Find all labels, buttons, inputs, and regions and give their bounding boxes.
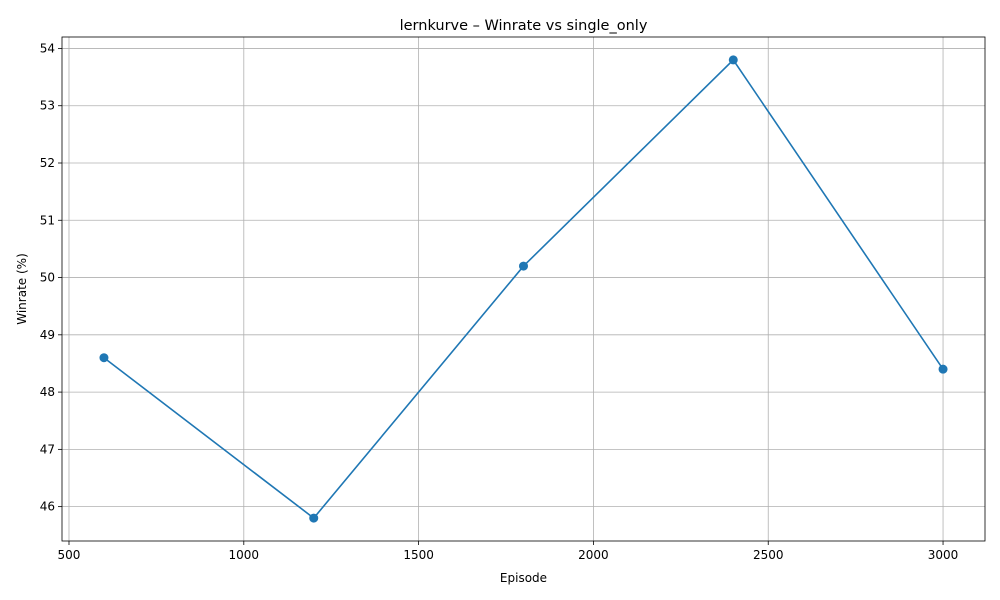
x-tick-label: 3000 — [928, 548, 959, 562]
y-tick-label: 50 — [40, 271, 55, 285]
y-tick-label: 51 — [40, 213, 55, 227]
y-tick-label: 47 — [40, 442, 55, 456]
plot-frame — [61, 36, 986, 542]
grid-lines — [62, 37, 985, 541]
data-point — [519, 261, 528, 271]
x-axis-label: Episode — [500, 571, 547, 585]
data-point — [309, 513, 319, 523]
y-tick-label: 48 — [40, 385, 55, 399]
x-tick-label: 2500 — [753, 548, 784, 562]
chart-title: lernkurve – Winrate vs single_only — [400, 18, 648, 34]
data-point — [99, 353, 109, 363]
x-tick-label: 2000 — [578, 548, 609, 562]
y-tick-label: 49 — [40, 328, 55, 342]
y-tick-label: 52 — [40, 156, 55, 170]
y-tick-label: 53 — [40, 99, 55, 113]
x-axis-ticks: 500 1000 1500 2000 2500 3000 — [58, 541, 959, 562]
y-axis-label: Winrate (%) — [15, 253, 29, 325]
x-tick-label: 1000 — [229, 548, 260, 562]
y-tick-label: 54 — [40, 41, 55, 55]
series-layer — [99, 55, 948, 523]
y-axis-ticks: 46 47 48 49 50 51 52 53 54 — [40, 41, 62, 514]
data-point — [938, 364, 948, 374]
y-tick-label: 46 — [40, 500, 55, 514]
x-tick-label: 500 — [58, 548, 81, 562]
plot-area — [62, 37, 985, 541]
data-point — [728, 55, 738, 65]
x-tick-label: 1500 — [403, 548, 434, 562]
